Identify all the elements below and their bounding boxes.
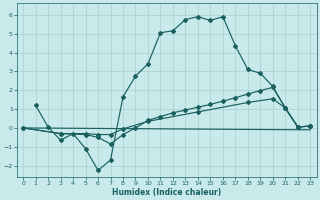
X-axis label: Humidex (Indice chaleur): Humidex (Indice chaleur) (112, 188, 221, 197)
